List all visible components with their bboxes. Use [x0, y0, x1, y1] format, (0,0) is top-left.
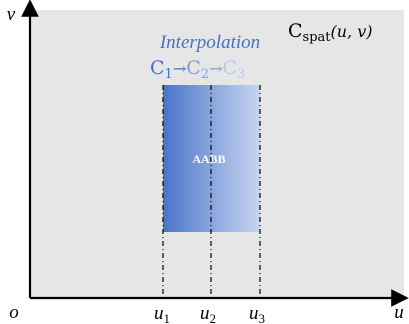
- interpolation-title: Interpolation: [159, 32, 260, 53]
- tick-u1-subscript: 1: [164, 311, 171, 324]
- tick-label-u3: u3: [249, 303, 265, 324]
- tick-u2-subscript: 2: [210, 311, 217, 324]
- function-main: C: [288, 20, 303, 42]
- arrow-1: →: [173, 59, 186, 78]
- tick-u2-main: u: [200, 303, 210, 324]
- function-args: (u, v): [331, 22, 373, 41]
- tick-label-u2: u2: [200, 303, 216, 324]
- interpolation-sequence: C1→C2→C3: [150, 57, 245, 82]
- c3-main: C: [222, 57, 237, 79]
- c1-main: C: [150, 57, 165, 79]
- tick-label-u1: u1: [154, 303, 170, 324]
- function-label: Cspat(u, v): [288, 20, 373, 45]
- function-subscript: spat: [303, 30, 332, 45]
- c2-subscript: 2: [201, 67, 209, 82]
- aabb-label: AABB: [192, 152, 225, 166]
- u-axis-label: u: [394, 302, 404, 323]
- c2-main: C: [186, 57, 201, 79]
- origin-label: o: [9, 302, 19, 323]
- c1-subscript: 1: [165, 67, 173, 82]
- tick-u1-main: u: [154, 303, 164, 324]
- arrow-2: →: [209, 59, 222, 78]
- tick-u3-main: u: [249, 303, 259, 324]
- tick-u3-subscript: 3: [259, 311, 266, 324]
- c3-subscript: 3: [237, 67, 245, 82]
- v-axis-label: v: [7, 4, 16, 25]
